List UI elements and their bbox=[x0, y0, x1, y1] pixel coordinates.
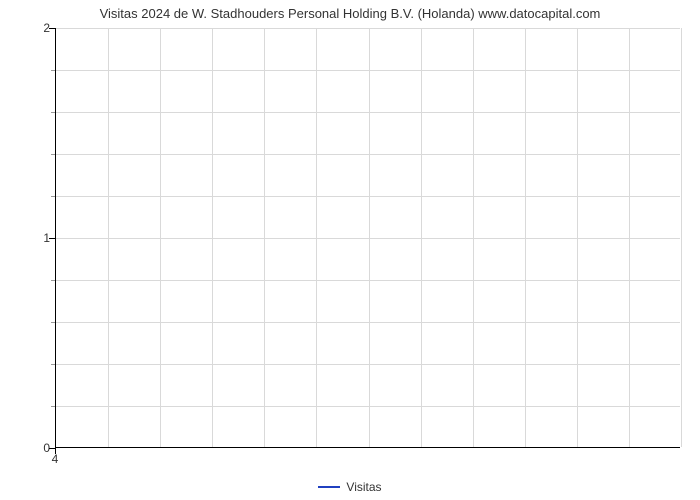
grid-line-horizontal bbox=[56, 322, 680, 323]
chart-title: Visitas 2024 de W. Stadhouders Personal … bbox=[0, 6, 700, 21]
y-minor-tick-mark bbox=[51, 154, 55, 155]
y-minor-tick-mark bbox=[51, 112, 55, 113]
grid-line-horizontal bbox=[56, 112, 680, 113]
grid-line-horizontal bbox=[56, 196, 680, 197]
grid-line-horizontal bbox=[56, 364, 680, 365]
y-tick-mark bbox=[49, 28, 55, 29]
y-minor-tick-mark bbox=[51, 70, 55, 71]
grid-line-horizontal bbox=[56, 406, 680, 407]
y-tick-label: 0 bbox=[10, 441, 50, 455]
y-minor-tick-mark bbox=[51, 322, 55, 323]
grid-line-horizontal bbox=[56, 280, 680, 281]
y-minor-tick-mark bbox=[51, 364, 55, 365]
chart-container: Visitas 2024 de W. Stadhouders Personal … bbox=[0, 0, 700, 500]
grid-line-vertical bbox=[681, 28, 682, 447]
plot-area bbox=[55, 28, 680, 448]
y-tick-mark bbox=[49, 238, 55, 239]
legend-swatch bbox=[318, 486, 340, 488]
y-minor-tick-mark bbox=[51, 196, 55, 197]
grid-line-horizontal bbox=[56, 238, 680, 239]
x-tick-mark bbox=[55, 448, 56, 454]
y-tick-label: 1 bbox=[10, 231, 50, 245]
x-tick-label: 4 bbox=[52, 452, 59, 466]
y-minor-tick-mark bbox=[51, 406, 55, 407]
grid-line-horizontal bbox=[56, 28, 680, 29]
grid-line-horizontal bbox=[56, 154, 680, 155]
y-minor-tick-mark bbox=[51, 280, 55, 281]
legend: Visitas bbox=[0, 480, 700, 494]
legend-label: Visitas bbox=[346, 480, 381, 494]
grid-line-horizontal bbox=[56, 70, 680, 71]
y-tick-label: 2 bbox=[10, 21, 50, 35]
